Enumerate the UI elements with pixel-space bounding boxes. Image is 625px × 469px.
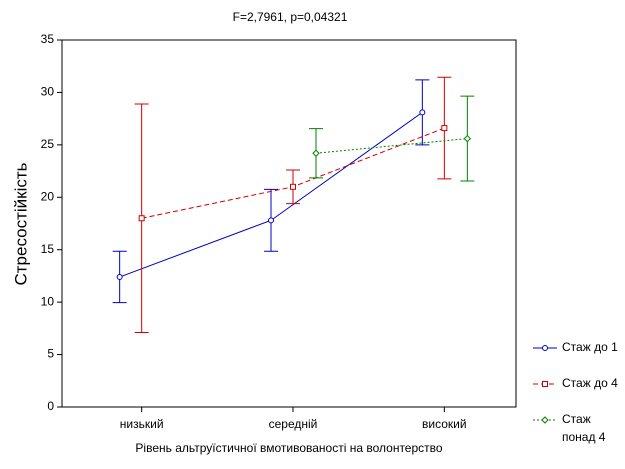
y-tick-label: 5 [47, 347, 54, 361]
legend-label: Стаж до 4 [562, 376, 618, 390]
y-axis-label: Стресостійкість [11, 162, 30, 285]
legend-label: Стаж понад 4 [562, 412, 606, 444]
y-tick-label: 20 [41, 189, 55, 203]
series-line [315, 138, 468, 154]
point [441, 125, 448, 132]
x-axis-label: Рівень альтруїстичної вмотивованості на … [135, 441, 442, 455]
x-tick-label: низький [120, 417, 164, 431]
point [463, 134, 472, 143]
legend-marker [542, 345, 548, 351]
point [290, 183, 296, 190]
legend-marker [541, 416, 549, 424]
point [419, 109, 426, 116]
point [138, 215, 145, 222]
x-tick-label: високий [422, 417, 467, 431]
point [116, 273, 123, 280]
y-tick-label: 35 [41, 32, 55, 46]
y-tick-label: 10 [41, 294, 55, 308]
y-tick-label: 0 [47, 399, 54, 413]
y-tick-label: 30 [41, 85, 55, 99]
point [268, 217, 274, 224]
y-tick-label: 15 [41, 242, 55, 256]
x-tick-label: середній [269, 417, 318, 431]
point [312, 149, 320, 157]
plot-frame [61, 39, 517, 408]
legend-label: Стаж до 1 [562, 340, 618, 354]
chart-title: F=2,7961, p=0,04321 [233, 10, 348, 24]
legend-marker [542, 381, 548, 387]
y-tick-label: 25 [41, 137, 55, 151]
